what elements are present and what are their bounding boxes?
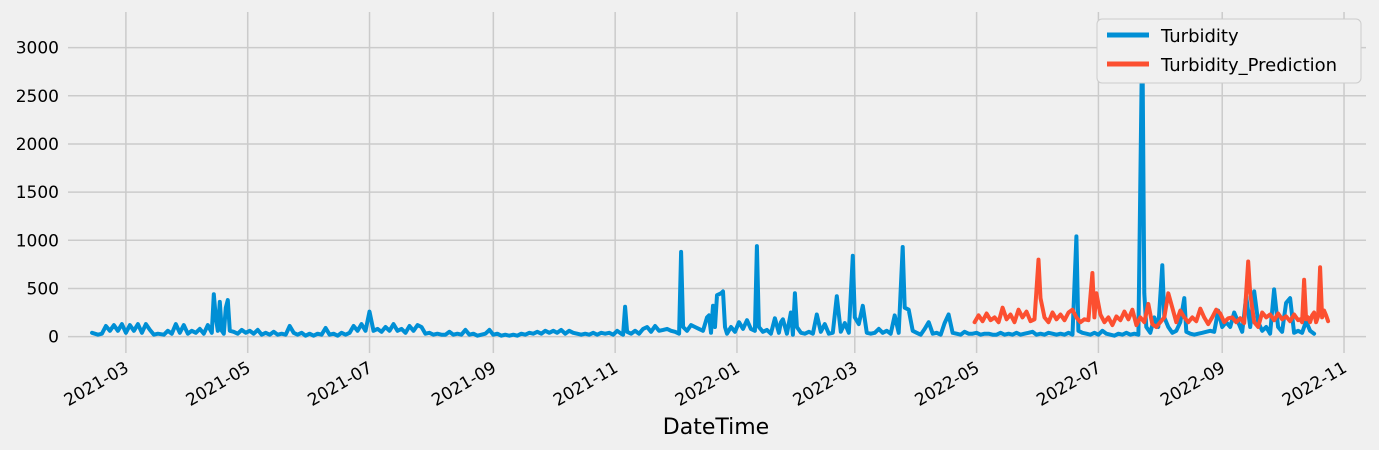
- x-axis-label: DateTime: [663, 415, 769, 440]
- y-tick-label: 3000: [16, 39, 59, 59]
- y-tick-label: 0: [48, 328, 59, 348]
- y-tick-label: 2500: [16, 87, 59, 107]
- legend-box: [1096, 18, 1362, 84]
- grid: [68, 12, 1366, 353]
- series-layer: [90, 24, 1331, 338]
- y-tick-label: 500: [27, 279, 59, 299]
- legend: Turbidity Turbidity_Prediction: [1096, 18, 1362, 84]
- legend-label-turbidity-prediction: Turbidity_Prediction: [1160, 55, 1337, 76]
- y-tick-label: 1000: [16, 231, 59, 251]
- y-tick-label: 2000: [16, 135, 59, 155]
- series-line-turbidity: [90, 24, 1317, 338]
- y-tick-label: 1500: [16, 183, 59, 203]
- y-axis-ticks: 0 500 1000 1500 2000 2500 3000: [16, 39, 59, 348]
- legend-label-turbidity: Turbidity: [1160, 26, 1239, 47]
- series-line-turbidity-prediction: [972, 257, 1331, 329]
